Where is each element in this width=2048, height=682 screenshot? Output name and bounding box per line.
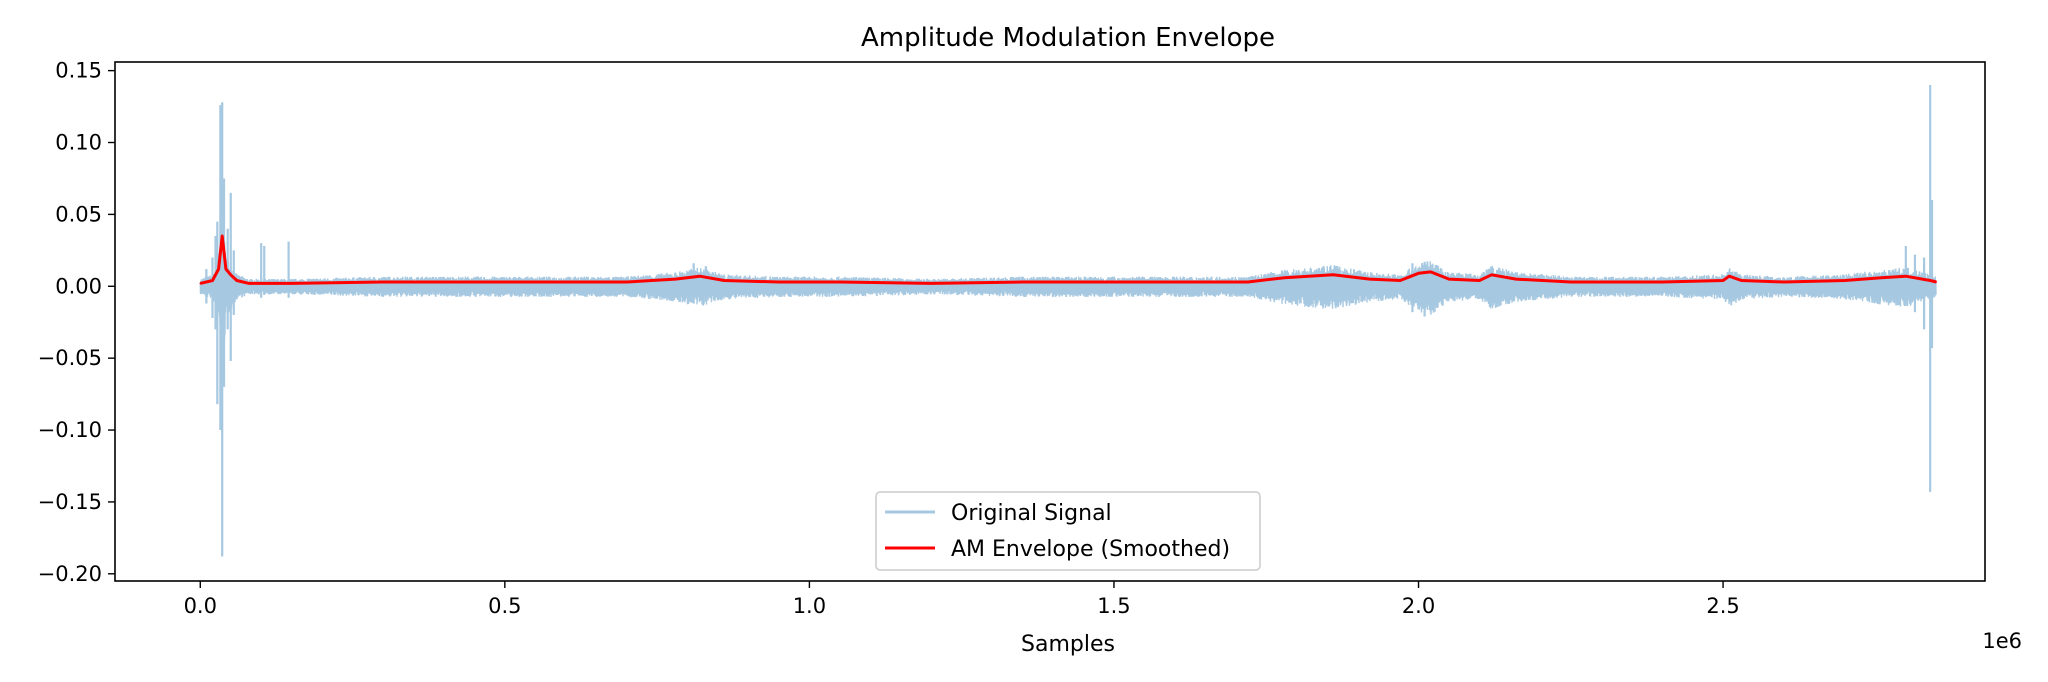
- envelope-point: [1728, 275, 1730, 278]
- envelope-point: [221, 235, 224, 237]
- envelope-point: [1661, 281, 1663, 283]
- envelope-point: [1844, 279, 1846, 282]
- envelope-point: [1113, 281, 1115, 283]
- y-tick-label: −0.10: [38, 418, 102, 442]
- envelope-point: [1283, 276, 1286, 279]
- envelope-point: [1417, 272, 1420, 275]
- envelope-point: [1880, 276, 1883, 279]
- y-tick-label: −0.15: [38, 490, 102, 514]
- y-axis: 0.15 0.10 0.05 0.00 −0.05 −0.10 −0.15 −0.20: [38, 59, 115, 586]
- y-tick-label: −0.05: [38, 346, 102, 370]
- envelope-point: [839, 281, 841, 283]
- envelope-point: [229, 273, 232, 276]
- envelope-point: [1935, 281, 1938, 283]
- envelope-point: [248, 282, 250, 285]
- envelope-point: [723, 279, 725, 282]
- envelope-point: [236, 279, 238, 282]
- x-tick-label: 2.5: [1706, 594, 1739, 618]
- envelope-point: [778, 281, 780, 283]
- envelope-point: [211, 279, 214, 282]
- envelope-point: [1186, 281, 1188, 283]
- y-tick-label: 0.05: [55, 202, 102, 226]
- x-tick-label: 2.0: [1402, 594, 1435, 618]
- y-tick-label: 0.00: [55, 274, 102, 298]
- envelope-point: [1490, 273, 1493, 276]
- envelope-point: [473, 281, 476, 283]
- envelope-point: [225, 268, 227, 270]
- x-axis: 0.0 0.5 1.0 1.5 2.0 2.5: [184, 581, 1740, 618]
- envelope-point: [1783, 281, 1785, 283]
- legend: Original Signal AM Envelope (Smoothed): [875, 491, 1261, 571]
- x-tick-label: 1.5: [1097, 594, 1130, 618]
- envelope-point: [1515, 278, 1517, 280]
- envelope-point: [382, 281, 384, 283]
- envelope-point: [1247, 281, 1249, 283]
- envelope-point: [1368, 278, 1371, 280]
- envelope-point: [1399, 279, 1402, 282]
- envelope-point: [1448, 278, 1450, 280]
- x-tick-label: 1.0: [793, 594, 826, 618]
- envelope-point: [1332, 273, 1335, 276]
- plot-area: [199, 85, 1938, 557]
- x-axis-offset-label: 1e6: [1982, 629, 2022, 653]
- envelope-point: [1021, 281, 1024, 283]
- series-am-envelope: [199, 234, 1937, 285]
- envelope-point: [674, 278, 677, 280]
- envelope-point: [930, 282, 933, 285]
- legend-label-original-signal: Original Signal: [951, 501, 1112, 526]
- y-tick-label: 0.15: [55, 59, 102, 83]
- y-tick-label: 0.10: [55, 131, 102, 155]
- envelope-point: [290, 282, 293, 285]
- chart-title: Amplitude Modulation Envelope: [861, 23, 1275, 53]
- envelope-point: [1429, 271, 1432, 273]
- envelope-point: [1569, 281, 1572, 283]
- envelope-point: [217, 268, 220, 270]
- envelope-point: [1722, 279, 1724, 282]
- legend-box: [875, 491, 1261, 571]
- envelope-point: [698, 275, 701, 278]
- x-axis-label: Samples: [1021, 632, 1115, 657]
- plot-frame: [114, 61, 1986, 582]
- legend-label-am-envelope: AM Envelope (Smoothed): [951, 537, 1230, 562]
- envelope-point: [1478, 279, 1481, 282]
- y-tick-label: −0.20: [38, 562, 102, 586]
- envelope-point: [1929, 279, 1931, 282]
- x-tick-label: 0.5: [488, 594, 521, 618]
- envelope-point: [199, 282, 202, 285]
- envelope-point: [1905, 275, 1907, 278]
- envelope-point: [1740, 279, 1743, 282]
- envelope-point: [564, 281, 567, 283]
- envelope-point: [625, 281, 628, 283]
- series-original-signal: [199, 204, 1937, 351]
- x-tick-label: 0.0: [184, 594, 217, 618]
